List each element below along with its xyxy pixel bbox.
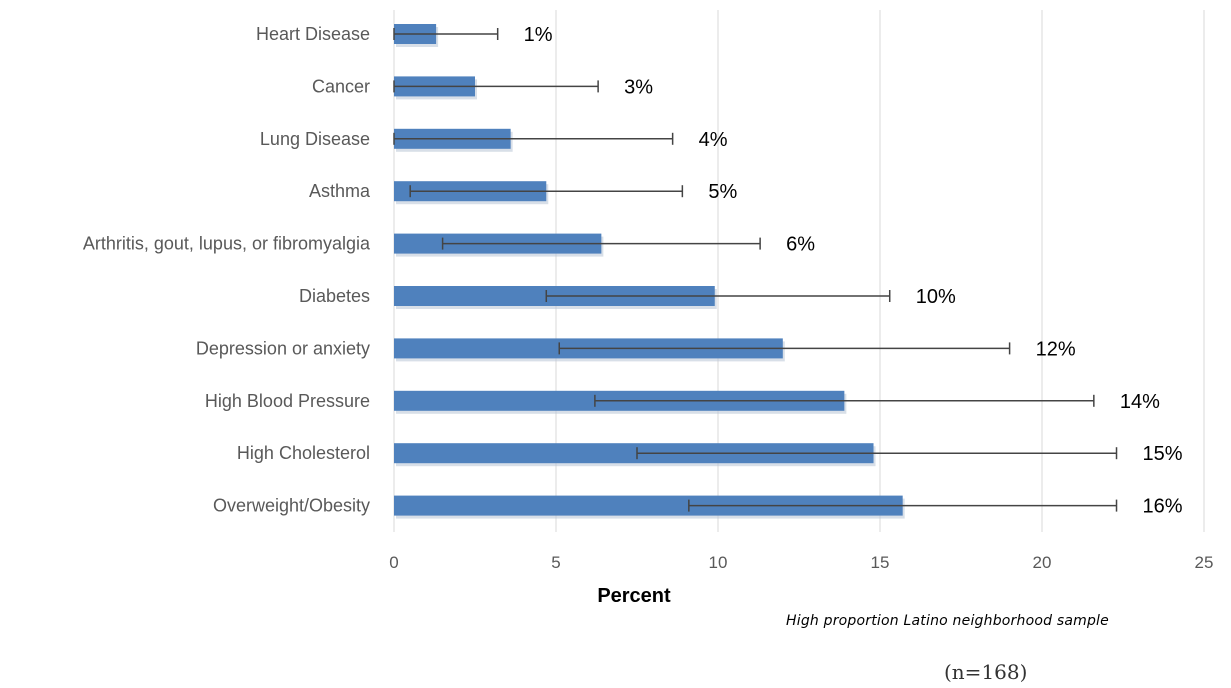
- data-label: 16%: [1143, 496, 1183, 518]
- data-label: 6%: [786, 234, 815, 256]
- category-label: High Blood Pressure: [205, 391, 370, 411]
- category-label: Lung Disease: [260, 129, 370, 149]
- category-label: Heart Disease: [256, 24, 370, 44]
- data-label: 4%: [699, 129, 728, 151]
- category-label: Arthritis, gout, lupus, or fibromyalgia: [83, 234, 371, 254]
- data-label: 14%: [1120, 391, 1160, 413]
- data-label: 10%: [916, 286, 956, 308]
- category-label: Asthma: [309, 181, 371, 201]
- x-tick-label: 10: [709, 553, 728, 572]
- category-labels: Heart Disease Cancer Lung Disease Asthma Art…: [83, 24, 371, 516]
- data-label: 12%: [1036, 338, 1076, 360]
- category-label: Diabetes: [299, 286, 370, 306]
- category-label: Depression or anxiety: [196, 338, 370, 358]
- category-label: High Cholesterol: [237, 443, 370, 463]
- x-tick-label: 20: [1033, 553, 1052, 572]
- error-bars: [393, 28, 1118, 512]
- data-label: 3%: [624, 76, 653, 98]
- x-tick-labels: 0 5 10 15 20 25: [389, 553, 1213, 572]
- x-tick-label: 5: [551, 553, 560, 572]
- sample-size: (n=168): [944, 660, 1028, 684]
- x-tick-label: 25: [1195, 553, 1214, 572]
- x-tick-label: 0: [389, 553, 398, 572]
- data-labels: 1% 3% 4% 5% 6% 10% 12% 14% 15% 16%: [524, 24, 1183, 518]
- data-label: 15%: [1143, 443, 1183, 465]
- data-label: 5%: [708, 181, 737, 203]
- x-tick-label: 15: [871, 553, 890, 572]
- bar: [394, 443, 874, 464]
- bar: [394, 495, 903, 516]
- sample-note: High proportion Latino neighborhood samp…: [786, 613, 1109, 629]
- category-label: Cancer: [312, 76, 370, 96]
- category-label: Overweight/Obesity: [213, 496, 370, 516]
- x-axis-title: Percent: [597, 585, 671, 607]
- data-label: 1%: [524, 24, 553, 46]
